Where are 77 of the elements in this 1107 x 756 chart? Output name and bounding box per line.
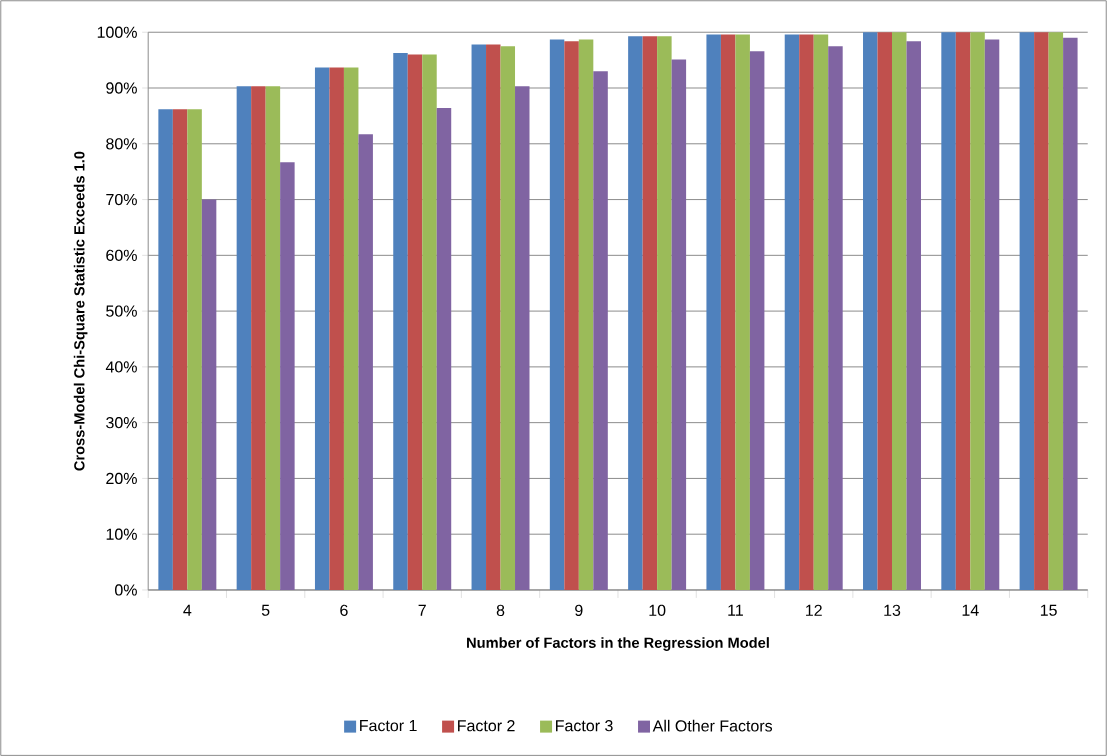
bar [265,86,281,590]
bar [436,108,452,590]
bar [280,162,295,590]
bar [749,51,765,590]
y-tick-label: 80% [106,138,137,150]
bar [486,44,501,590]
bar [358,134,373,590]
y-tick-label: 10% [106,528,137,540]
x-tick-label: 12 [806,604,822,616]
bar [422,54,437,590]
x-tick-label: 11 [728,604,743,616]
bar [671,59,687,590]
bar [187,109,202,590]
bar [970,32,985,590]
bar [657,36,672,590]
bar [1034,32,1049,590]
bar [500,46,516,590]
bar [236,86,252,590]
x-tick-label: 4 [183,604,192,616]
y-tick-label: 40% [105,361,137,373]
y-tick-label: 20% [106,472,137,484]
y-tick-label: 90% [106,82,137,94]
y-tick-label: 100% [97,26,137,38]
legend-label: Factor 3 [556,719,613,732]
bar [892,32,907,590]
bar [471,44,487,590]
x-tick-label: 13 [884,604,901,616]
bar [549,39,565,590]
bar [1048,32,1064,590]
bar [642,36,658,590]
y-tick-label: 50% [106,305,137,317]
bar [1019,32,1035,590]
x-tick-label: 8 [496,604,505,616]
bar [720,34,736,590]
y-tick-label: 70% [106,193,137,206]
x-axis-title: Number of Factors in the Regression Model [467,637,769,651]
bar [784,34,800,590]
y-tick-label: 0% [115,584,137,596]
bar [393,52,408,590]
bar [201,199,217,590]
bar [158,109,173,590]
x-tick-label: 15 [1040,604,1057,616]
bar [593,71,608,590]
x-tick-label: 6 [340,604,348,616]
bar [706,34,721,590]
legend-label: All Other Factors [652,719,773,732]
bar [906,41,921,590]
x-tick-label: 7 [418,604,426,616]
bar [251,86,266,590]
bar [799,34,814,590]
y-tick-label: 30% [106,416,137,429]
bar [628,36,643,590]
bar [735,34,750,590]
bar [813,34,829,590]
bar [578,39,594,590]
bar [172,109,188,590]
bar [314,67,330,590]
x-tick-label: 5 [261,604,270,616]
bar [407,54,423,590]
legend-label: Factor 2 [458,719,515,732]
bar [515,86,530,590]
x-tick-label: 9 [575,604,583,616]
bar [863,32,878,590]
bar [564,41,579,590]
bar [984,39,1000,590]
bar [955,32,971,590]
y-axis-title: Cross-Model Chi-Square Statistic Exceeds 1.0 [73,151,88,471]
bar [828,46,843,590]
bar [941,32,956,590]
x-tick-label: 10 [649,604,666,616]
bar [343,67,359,590]
y-tick-label: 60% [106,249,137,261]
bar [329,67,344,590]
bar [1063,37,1078,590]
legend-label: Factor 1 [360,720,417,732]
bar [877,32,893,590]
x-tick-label: 14 [962,604,979,616]
